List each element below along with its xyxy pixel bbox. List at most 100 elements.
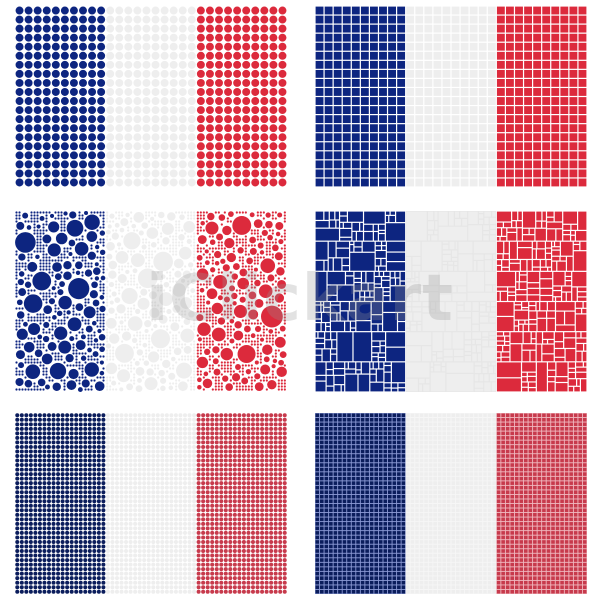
circle-mark	[115, 313, 118, 316]
circle-mark	[280, 382, 283, 385]
dot-mark	[183, 526, 187, 531]
rectangle-mark	[540, 302, 547, 311]
dot-mark	[42, 458, 47, 463]
circle-mark	[57, 352, 60, 355]
dot-mark	[205, 160, 214, 169]
dot-mark	[101, 463, 106, 468]
circle-mark	[99, 283, 102, 286]
circle-mark	[180, 297, 193, 310]
rectangle-mark	[536, 332, 542, 344]
circle-mark	[15, 373, 18, 376]
circle-mark	[253, 267, 258, 272]
rectangle-mark	[529, 228, 535, 235]
circle-mark	[54, 322, 57, 325]
dot-mark	[19, 521, 24, 526]
square-mark	[460, 169, 469, 178]
dot-mark	[187, 467, 192, 472]
square-mark	[496, 160, 505, 169]
dot-mark	[51, 472, 56, 477]
rectangle-mark	[556, 229, 563, 241]
square-mark	[433, 142, 442, 151]
dot-mark	[187, 472, 192, 477]
dot-mark	[151, 444, 156, 449]
circle-mark	[254, 360, 259, 365]
square-mark	[451, 15, 460, 24]
dot-mark	[78, 463, 83, 468]
blue-stripe	[315, 211, 406, 392]
circle-mark	[205, 283, 208, 286]
dot-mark	[19, 526, 24, 531]
dot-mark	[69, 169, 78, 178]
dot-mark	[60, 160, 69, 169]
dot-mark	[110, 435, 115, 440]
circle-mark	[247, 268, 250, 271]
rectangle-mark	[432, 332, 443, 351]
dot-mark	[178, 530, 183, 535]
dot-mark	[69, 571, 74, 576]
circle-mark	[78, 382, 81, 385]
circle-mark	[48, 271, 51, 274]
circle-mark	[226, 334, 229, 337]
circle-mark	[99, 211, 102, 214]
dot-mark	[56, 535, 61, 540]
circle-mark	[39, 316, 42, 319]
circle-mark	[271, 229, 274, 232]
circle-mark	[196, 223, 199, 226]
circle-mark	[99, 289, 102, 292]
circle-mark	[52, 382, 61, 391]
square-mark	[315, 51, 324, 60]
dot-mark	[19, 499, 24, 504]
dot-mark	[119, 494, 124, 499]
rectangle-mark	[563, 235, 570, 241]
circle-mark	[136, 343, 139, 346]
dot-mark	[60, 87, 69, 96]
circle-mark	[241, 259, 244, 262]
circle-mark	[226, 331, 229, 334]
dot-mark	[56, 481, 61, 486]
circle-mark	[78, 217, 81, 220]
rectangle-mark	[390, 271, 395, 278]
circle-mark	[187, 379, 190, 382]
rectangle-mark	[371, 302, 382, 315]
circle-mark	[184, 355, 187, 358]
dot-mark	[133, 33, 142, 42]
dot-mark	[69, 549, 74, 554]
circle-mark	[145, 262, 148, 265]
dot-mark	[215, 106, 223, 115]
circle-mark	[99, 259, 102, 262]
circle-mark	[16, 221, 25, 230]
square-mark	[524, 79, 532, 87]
dot-mark	[142, 463, 147, 468]
dot-mark	[128, 444, 133, 449]
square-mark	[360, 88, 369, 96]
circle-mark	[81, 352, 84, 355]
dot-mark	[110, 521, 115, 526]
circle-mark	[256, 346, 259, 349]
circle-mark	[256, 322, 259, 325]
stripe-background	[405, 211, 497, 392]
dot-mark	[87, 485, 92, 490]
circle-mark	[106, 214, 109, 217]
dot-mark	[260, 169, 269, 178]
circle-mark	[229, 338, 235, 344]
dot-mark	[24, 576, 29, 581]
dot-mark	[124, 508, 129, 513]
circle-mark	[36, 388, 39, 391]
dot-mark	[183, 467, 187, 472]
dot-mark	[51, 413, 56, 418]
square-mark	[324, 6, 333, 15]
dot-mark	[124, 481, 129, 486]
square-mark	[551, 151, 560, 160]
dot-mark	[110, 490, 115, 495]
square-mark	[460, 33, 469, 42]
square-mark	[433, 60, 442, 69]
dot-mark	[164, 530, 169, 535]
circle-mark	[130, 274, 133, 277]
dot-mark	[233, 87, 242, 96]
rectangle-mark	[505, 336, 510, 341]
dot-mark	[60, 481, 65, 486]
square-mark	[569, 124, 578, 133]
circle-mark	[196, 307, 199, 310]
circle-mark	[193, 295, 196, 298]
dot-mark	[74, 549, 79, 554]
